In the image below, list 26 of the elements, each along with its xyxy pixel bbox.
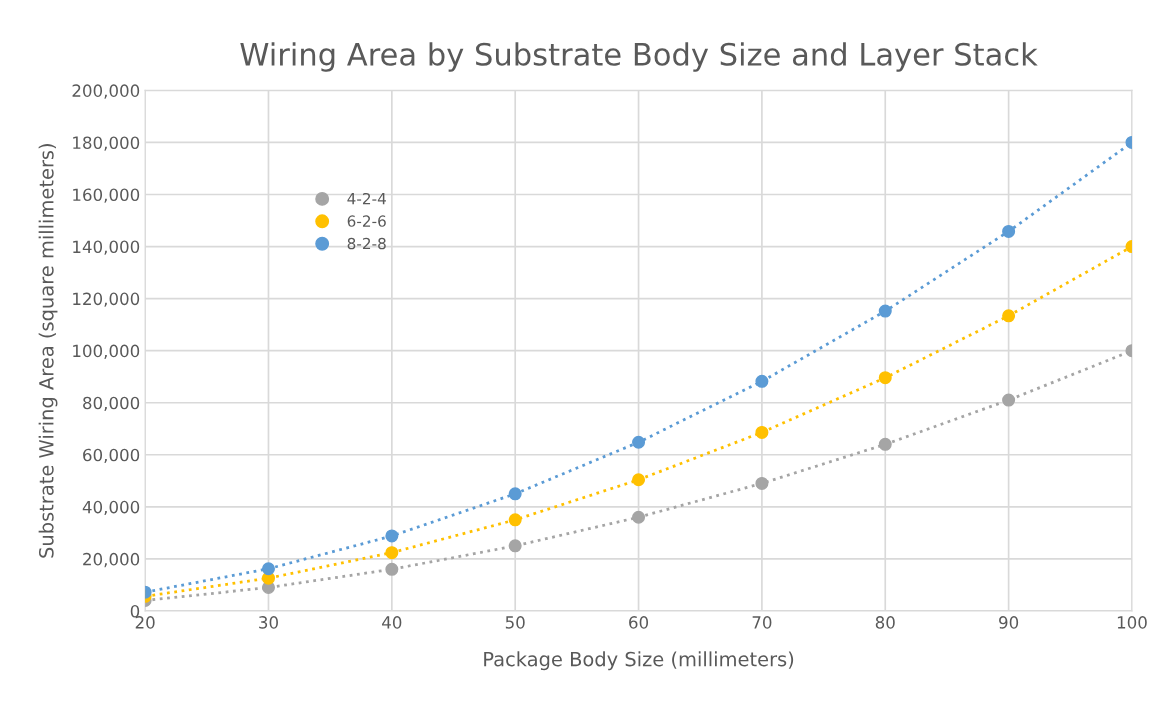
x-tick-label: 50 (505, 616, 525, 629)
x-tick-label: 40 (382, 616, 402, 629)
y-tick-label: 100,000 (73, 344, 140, 359)
y-axis-title: Substrate Wiring Area (square millimeters) (38, 144, 58, 558)
x-tick-label: 60 (629, 616, 649, 629)
legend-label: 8-2-8 (347, 237, 386, 250)
y-tick-label: 160,000 (73, 188, 140, 203)
y-tick-label: 0 (130, 604, 140, 618)
x-axis-title: Package Body Size (millimeters) (484, 651, 794, 671)
y-tick-label: 120,000 (73, 292, 140, 307)
y-tick-label: 80,000 (83, 396, 140, 411)
y-tick-label: 200,000 (72, 84, 140, 99)
x-tick-label: 30 (259, 616, 278, 629)
x-tick-label: 20 (135, 616, 155, 629)
y-tick-label: 40,000 (82, 500, 140, 516)
y-tick-label: 180,000 (73, 136, 140, 151)
y-tick-label: 20,000 (83, 552, 140, 568)
y-tick-label: 140,000 (73, 240, 140, 255)
x-tick-label: 90 (999, 616, 1019, 629)
chart-title: Wiring Area by Substrate Body Size and Layer Stack (240, 42, 1038, 72)
legend-label: 6-2-6 (347, 215, 386, 227)
x-tick-label: 80 (875, 616, 895, 629)
x-tick-label: 70 (752, 616, 772, 629)
x-tick-label: 100 (1117, 616, 1147, 629)
y-tick-label: 60,000 (83, 448, 140, 464)
legend-label: 4-2-4 (347, 192, 386, 205)
